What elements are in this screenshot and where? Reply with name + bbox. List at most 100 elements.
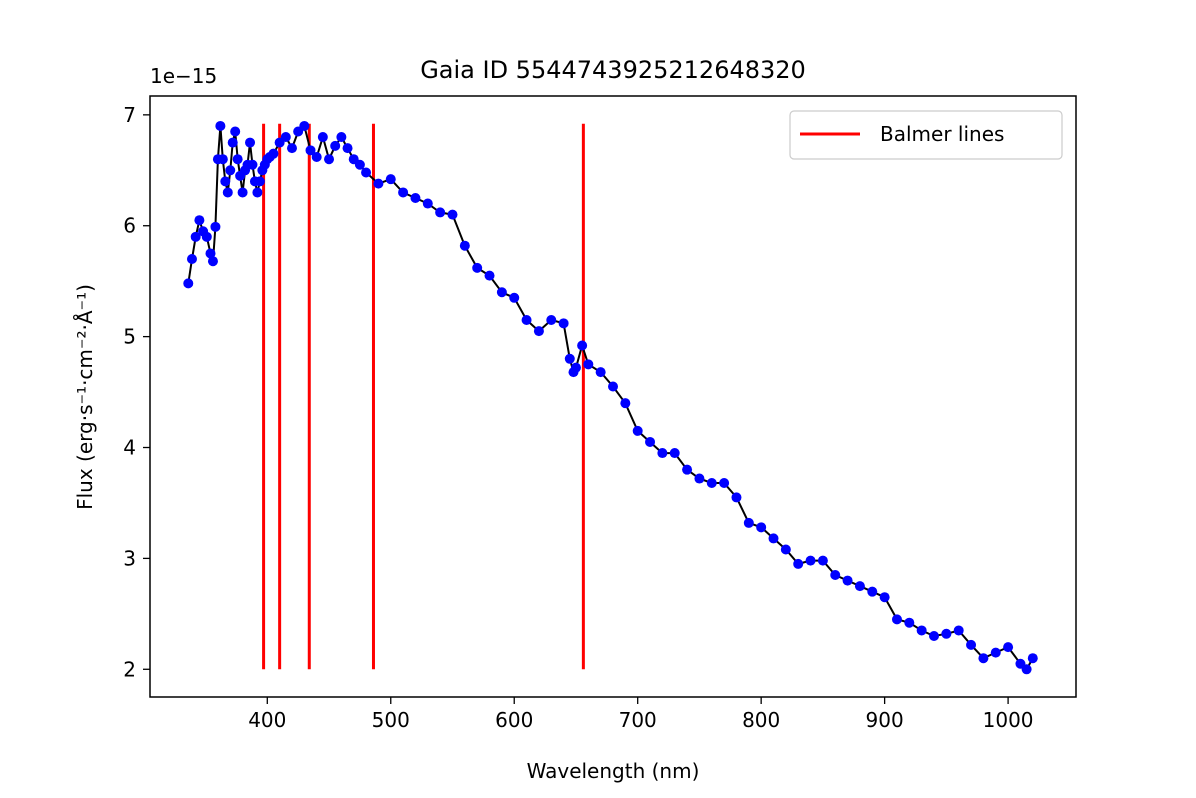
spectrum-point bbox=[385, 174, 396, 185]
x-tick-label: 500 bbox=[372, 708, 410, 732]
spectrum-point bbox=[305, 145, 316, 156]
spectrum-point bbox=[830, 570, 841, 581]
spectrum-point bbox=[990, 647, 1001, 658]
spectrum-point bbox=[546, 314, 557, 325]
spectrum-point bbox=[336, 132, 347, 143]
spectrum-point bbox=[904, 617, 915, 628]
chart-title: Gaia ID 5544743925212648320 bbox=[420, 56, 806, 84]
legend: Balmer lines bbox=[789, 110, 1063, 160]
spectrum-point bbox=[330, 140, 341, 151]
spectrum-point bbox=[230, 126, 241, 137]
spectrum-point bbox=[232, 154, 243, 165]
spectrum-point bbox=[496, 287, 507, 298]
spectrum-point bbox=[207, 256, 218, 267]
spectrum-point bbox=[205, 248, 216, 259]
spectrum-point bbox=[299, 120, 310, 131]
y-tick-label: 5 bbox=[123, 325, 136, 349]
spectrum-point bbox=[645, 436, 656, 447]
spectrum-point bbox=[252, 187, 263, 198]
y-tick-label: 4 bbox=[123, 436, 136, 460]
spectrum-point bbox=[521, 314, 532, 325]
spectrum-point bbox=[805, 555, 816, 566]
y-axis-label: Flux (erg·s⁻¹·cm⁻²·Å⁻¹) bbox=[73, 284, 97, 510]
spectrum-point bbox=[966, 639, 977, 650]
spectrum-point bbox=[854, 581, 865, 592]
x-axis-label: Wavelength (nm) bbox=[527, 759, 700, 783]
spectrum-point bbox=[459, 240, 470, 251]
x-axis-ticks: 400 500 600 700 800 900 1000 bbox=[248, 697, 1034, 732]
spectrum-point bbox=[694, 473, 705, 484]
spectrum-point bbox=[210, 221, 221, 232]
spectrum-point bbox=[220, 176, 231, 187]
spectrum-point bbox=[731, 492, 742, 503]
spectrum-point bbox=[227, 137, 238, 148]
spectrum-point bbox=[608, 381, 618, 392]
x-tick-label: 1000 bbox=[983, 708, 1034, 732]
spectrum-point bbox=[361, 167, 372, 178]
spectrum-line bbox=[187, 124, 1034, 671]
spectrum-point bbox=[245, 137, 256, 148]
spectrum-point bbox=[780, 544, 791, 555]
spectrum-point bbox=[472, 262, 483, 273]
spectrum-point bbox=[215, 120, 226, 131]
spectrum-point bbox=[317, 132, 328, 143]
spectrum-point bbox=[891, 614, 902, 625]
spectrum-point bbox=[254, 176, 265, 187]
x-tick-label: 900 bbox=[866, 708, 904, 732]
spectrum-point bbox=[583, 359, 594, 370]
spectrum-point bbox=[706, 477, 717, 488]
spectrum-point bbox=[237, 187, 248, 198]
spectrum-point bbox=[373, 178, 384, 189]
spectrum-point bbox=[342, 143, 353, 154]
spectrum-point bbox=[916, 625, 927, 636]
spectrum-point bbox=[768, 533, 779, 544]
spectrum-point bbox=[620, 398, 631, 409]
y-tick-label: 6 bbox=[123, 214, 136, 238]
spectrum-series bbox=[183, 120, 1038, 675]
spectrum-point bbox=[793, 558, 804, 569]
spectrum-point bbox=[756, 522, 767, 533]
spectrum-point bbox=[867, 586, 878, 597]
legend-balmer-label: Balmer lines bbox=[880, 122, 1004, 146]
spectrum-point bbox=[422, 198, 433, 209]
spectrum-point bbox=[564, 353, 575, 364]
spectrum-point bbox=[311, 151, 322, 162]
y-offset-label: 1e−15 bbox=[150, 64, 217, 88]
spectrum-point bbox=[533, 326, 544, 337]
spectrum-point bbox=[558, 318, 569, 329]
spectrum-point bbox=[743, 517, 754, 528]
y-tick-label: 2 bbox=[123, 657, 136, 681]
x-tick-label: 800 bbox=[742, 708, 780, 732]
legend-box bbox=[789, 110, 1063, 160]
spectrum-point bbox=[398, 187, 409, 198]
spectrum-point bbox=[1027, 653, 1038, 664]
spectrum-point bbox=[268, 148, 279, 159]
y-axis-ticks: 2 3 4 5 6 7 bbox=[123, 103, 150, 681]
plot-frame bbox=[149, 95, 1077, 698]
spectrum-point bbox=[669, 448, 680, 459]
spectrum-point bbox=[222, 187, 233, 198]
spectrum-point bbox=[201, 231, 212, 242]
spectrum-point bbox=[1021, 664, 1032, 675]
spectrum-point bbox=[657, 448, 668, 459]
spectrum-point bbox=[719, 477, 730, 488]
x-tick-label: 700 bbox=[619, 708, 657, 732]
spectrum-point bbox=[190, 231, 201, 242]
spectrum-point bbox=[577, 340, 588, 351]
x-tick-label: 600 bbox=[495, 708, 533, 732]
spectrum-point bbox=[186, 254, 197, 265]
balmer-lines bbox=[262, 123, 585, 670]
spectrum-point bbox=[280, 132, 291, 143]
spectrum-point bbox=[410, 193, 421, 204]
spectrum-point bbox=[842, 575, 853, 586]
spectrum-point bbox=[817, 555, 828, 566]
spectrum-point bbox=[324, 154, 335, 165]
spectrum-point bbox=[183, 278, 194, 289]
spectrum-point bbox=[929, 631, 940, 642]
spectrum-point bbox=[247, 159, 258, 170]
spectrum-point bbox=[509, 292, 520, 303]
spectrum-point bbox=[570, 362, 581, 373]
spectrum-point bbox=[1003, 642, 1014, 653]
spectrum-point bbox=[484, 270, 495, 281]
